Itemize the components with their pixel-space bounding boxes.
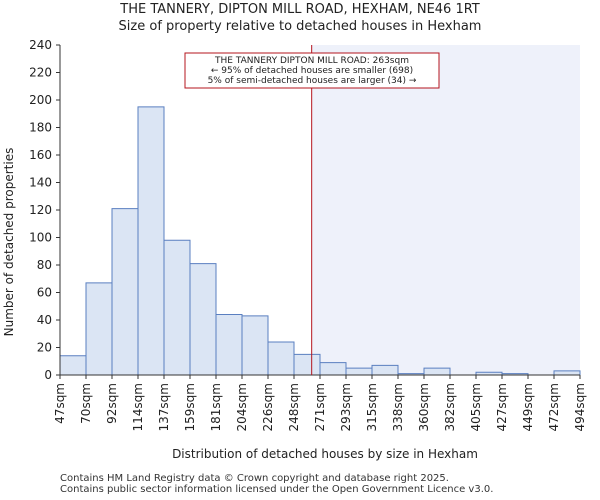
x-tick-label: 159sqm: [183, 383, 197, 431]
histogram-bar: [241, 315, 269, 376]
chart-subtitle: Size of property relative to detached ho…: [118, 19, 482, 34]
y-tick-label: 220: [29, 66, 52, 80]
annotation-line-2: ← 95% of detached houses are smaller (69…: [211, 66, 413, 76]
x-tick-label: 271sqm: [313, 383, 327, 431]
y-tick-label: 180: [29, 121, 52, 135]
histogram-bar: [319, 362, 347, 376]
x-tick-label: 293sqm: [339, 383, 353, 431]
y-tick-label: 100: [29, 231, 52, 245]
x-axis-label: Distribution of detached houses by size …: [172, 447, 478, 461]
histogram-bar: [137, 106, 165, 376]
x-tick-label: 248sqm: [287, 383, 301, 431]
histogram-bar: [293, 353, 321, 376]
annotation-line-1: THE TANNERY DIPTON MILL ROAD: 263sqm: [214, 56, 409, 66]
x-tick-label: 92sqm: [105, 383, 119, 424]
x-tick-label: 114sqm: [131, 383, 145, 431]
y-tick-label: 240: [29, 38, 52, 52]
x-tick-label: 70sqm: [79, 383, 93, 424]
y-tick-label: 60: [37, 286, 52, 300]
y-axis-label: Number of detached properties: [2, 148, 16, 337]
x-tick-label: 360sqm: [417, 383, 431, 431]
larger-region-highlight: [311, 45, 580, 375]
histogram-bar: [267, 341, 295, 376]
y-tick-label: 80: [37, 258, 52, 272]
footer-line-1: Contains HM Land Registry data © Crown c…: [60, 473, 449, 484]
annotation-line-3: 5% of semi-detached houses are larger (3…: [208, 76, 417, 86]
histogram-bar: [59, 355, 87, 376]
x-tick-label: 338sqm: [391, 383, 405, 431]
histogram-bar: [345, 367, 373, 376]
y-tick-label: 40: [37, 313, 52, 327]
y-tick-label: 120: [29, 203, 52, 217]
histogram-bar: [163, 239, 191, 376]
histogram-bar: [111, 208, 139, 376]
x-tick-label: 226sqm: [261, 383, 275, 431]
x-tick-label: 47sqm: [53, 383, 67, 424]
x-tick-label: 494sqm: [573, 383, 587, 431]
x-tick-label: 405sqm: [469, 383, 483, 431]
chart-title: THE TANNERY, DIPTON MILL ROAD, HEXHAM, N…: [120, 2, 480, 17]
x-tick-label: 181sqm: [209, 383, 223, 431]
y-tick-label: 140: [29, 176, 52, 190]
x-tick-label: 204sqm: [235, 383, 249, 431]
histogram-bar: [371, 364, 399, 376]
histogram-bar: [189, 263, 217, 376]
x-tick-label: 315sqm: [365, 383, 379, 431]
histogram-bar: [553, 370, 581, 376]
histogram-bar: [423, 367, 451, 376]
y-tick-label: 0: [44, 368, 52, 382]
y-tick-label: 160: [29, 148, 52, 162]
x-tick-label: 449sqm: [521, 383, 535, 431]
y-tick-label: 20: [37, 341, 52, 355]
annotation-box: [184, 52, 440, 89]
footer-line-2: Contains public sector information licen…: [60, 484, 494, 495]
x-tick-label: 137sqm: [157, 383, 171, 431]
x-tick-label: 382sqm: [443, 383, 457, 431]
y-tick-label: 200: [29, 93, 52, 107]
histogram-bar: [85, 282, 113, 376]
histogram-bar: [215, 314, 243, 376]
x-tick-label: 472sqm: [547, 383, 561, 431]
x-tick-label: 427sqm: [495, 383, 509, 431]
